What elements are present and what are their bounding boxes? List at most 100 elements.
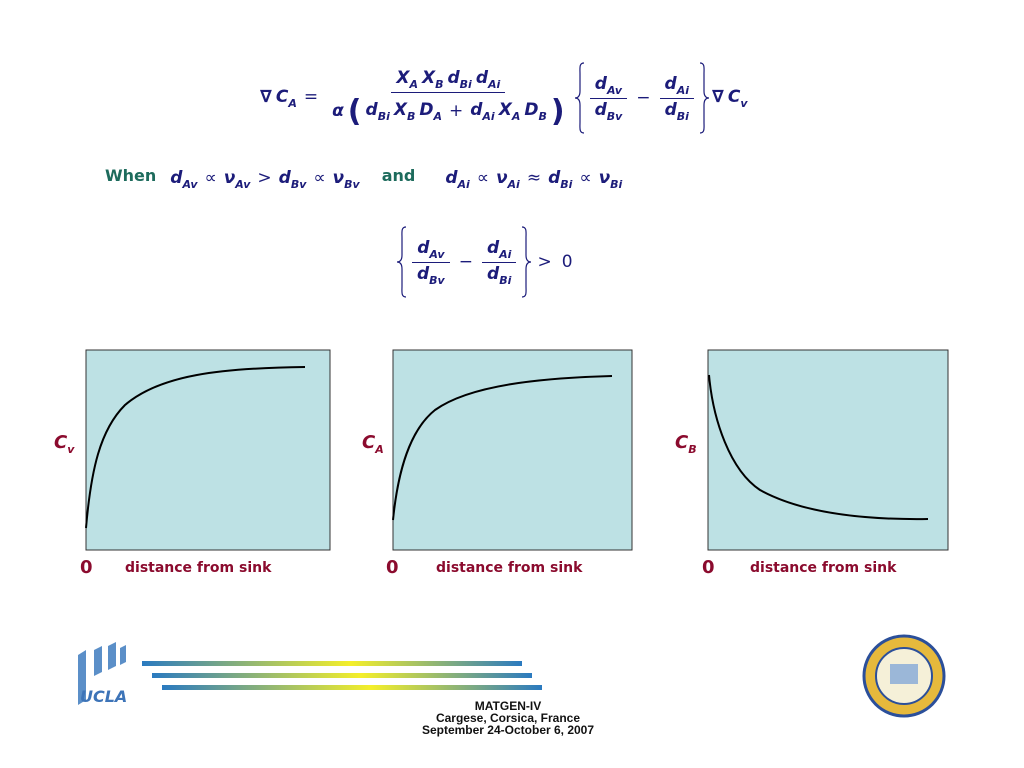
subscript: Bv (290, 178, 307, 191)
math-token: dBv (595, 100, 623, 123)
math-token: dAi (476, 68, 500, 91)
symbol: d (548, 168, 561, 188)
minus: − (458, 252, 473, 272)
brace-right (699, 62, 710, 134)
rhs: ∇ Cv (710, 87, 750, 110)
condition: When dAv ∝ νAv > dBv ∝ νBv and dAi ∝ νAi ≈ dBi ∝ νBi (105, 166, 624, 191)
numerator: dAv (589, 73, 628, 99)
subscript: Bi (676, 109, 689, 123)
symbol: ν (598, 168, 611, 188)
subscript: Av (182, 178, 198, 191)
symbol: ∝ (313, 168, 326, 188)
condition-left: dAv ∝ νAv > dBv ∝ νBv (168, 168, 361, 191)
math-token: ) (551, 94, 565, 129)
symbol: C (54, 432, 68, 453)
inequality: dAv dBv − dAi dBi >0 (396, 226, 578, 298)
x-axis-label: distance from sink (436, 560, 583, 576)
math-token: ∝ (313, 168, 325, 188)
symbol: ∇ (712, 86, 724, 107)
subscript: Bi (499, 273, 512, 287)
subscript: v (740, 96, 748, 110)
math-token: ∝ (579, 168, 591, 188)
math-token: CA (362, 432, 384, 456)
curve (708, 374, 929, 521)
math-token: dBi (665, 100, 689, 123)
decor-bar (152, 673, 532, 678)
subscript: A (409, 77, 418, 91)
brace-left (574, 62, 584, 134)
math-token: νBi (599, 168, 623, 191)
math-token: XA (499, 100, 521, 123)
subscript: A (433, 109, 442, 123)
fraction: dAi dBi (656, 73, 698, 124)
fraction: dAv dBv (586, 73, 632, 124)
subscript: B (435, 77, 444, 91)
math-token: = (304, 87, 318, 107)
math-token: dAv (417, 238, 444, 261)
symbol: ∝ (476, 168, 489, 188)
math-token: νAi (496, 168, 520, 191)
subscript: Ai (488, 77, 501, 91)
fraction: dAv dBv (412, 237, 450, 288)
math-token: dAi (445, 168, 469, 191)
y-axis-label: CA (360, 432, 386, 456)
subscript: Av (429, 247, 445, 261)
big-fraction: XA XB dBi dAi α(dBi XB DA + dAi XA DB) (327, 67, 569, 130)
brace-left (396, 226, 407, 298)
math-token: 0 (562, 252, 573, 272)
math-token: DA (419, 100, 442, 123)
symbol: ≈ (526, 168, 542, 188)
numerator: dAi (659, 73, 695, 99)
math-token: DB (524, 100, 547, 123)
symbol: = (303, 86, 319, 107)
subscript: B (688, 443, 697, 456)
decor-bar (142, 661, 522, 666)
symbol: α (332, 101, 344, 121)
symbol: X (396, 67, 410, 88)
subscript: A (511, 109, 521, 123)
math-token: ∝ (205, 168, 217, 188)
symbol: ν (495, 168, 508, 188)
lhs: ∇ CA = (258, 87, 323, 110)
math-token: > (257, 168, 271, 188)
symbol: ∇ (260, 86, 272, 107)
denominator: dBi (482, 263, 516, 288)
math-token: dBi (487, 264, 511, 287)
symbol: ν (332, 168, 345, 188)
y-axis-label: CB (673, 432, 699, 456)
brace-right (522, 226, 532, 298)
subscript: Ai (499, 247, 512, 261)
minus: − (636, 88, 651, 108)
symbol: > (257, 168, 272, 188)
subscript: Bi (560, 178, 573, 191)
symbol: D (419, 99, 434, 120)
fraction: dAi dBi (659, 73, 695, 124)
math-token: XB (394, 100, 416, 123)
math-token: dAv (170, 168, 197, 191)
symbol: C (675, 432, 689, 453)
fraction: dAv dBv (408, 237, 454, 288)
subscript: v (67, 443, 75, 456)
math-token: ∇ (712, 87, 724, 107)
condition-right: dAi ∝ νAi ≈ dBi ∝ νBi (443, 168, 624, 191)
math-token: ≈ (527, 168, 541, 188)
symbol: C (362, 432, 376, 453)
seal (862, 634, 946, 718)
math-token: > (537, 252, 551, 272)
math-token: νBv (333, 168, 360, 191)
math-token: Cv (728, 87, 748, 110)
fraction: dAv dBv (589, 73, 628, 124)
decor-bar (162, 685, 542, 690)
symbol: ∝ (204, 168, 217, 188)
plot-area (85, 349, 331, 551)
subscript: A (375, 443, 384, 456)
subscript: Bv (344, 178, 360, 191)
denominator: α(dBi XB DA + dAi XA DB) (327, 93, 569, 130)
subscript: Av (235, 178, 251, 191)
y-axis-label: Cv (52, 432, 76, 456)
origin-label: 0 (80, 557, 93, 578)
symbol: X (393, 99, 407, 120)
footer-line: MATGEN-IV (474, 699, 542, 713)
